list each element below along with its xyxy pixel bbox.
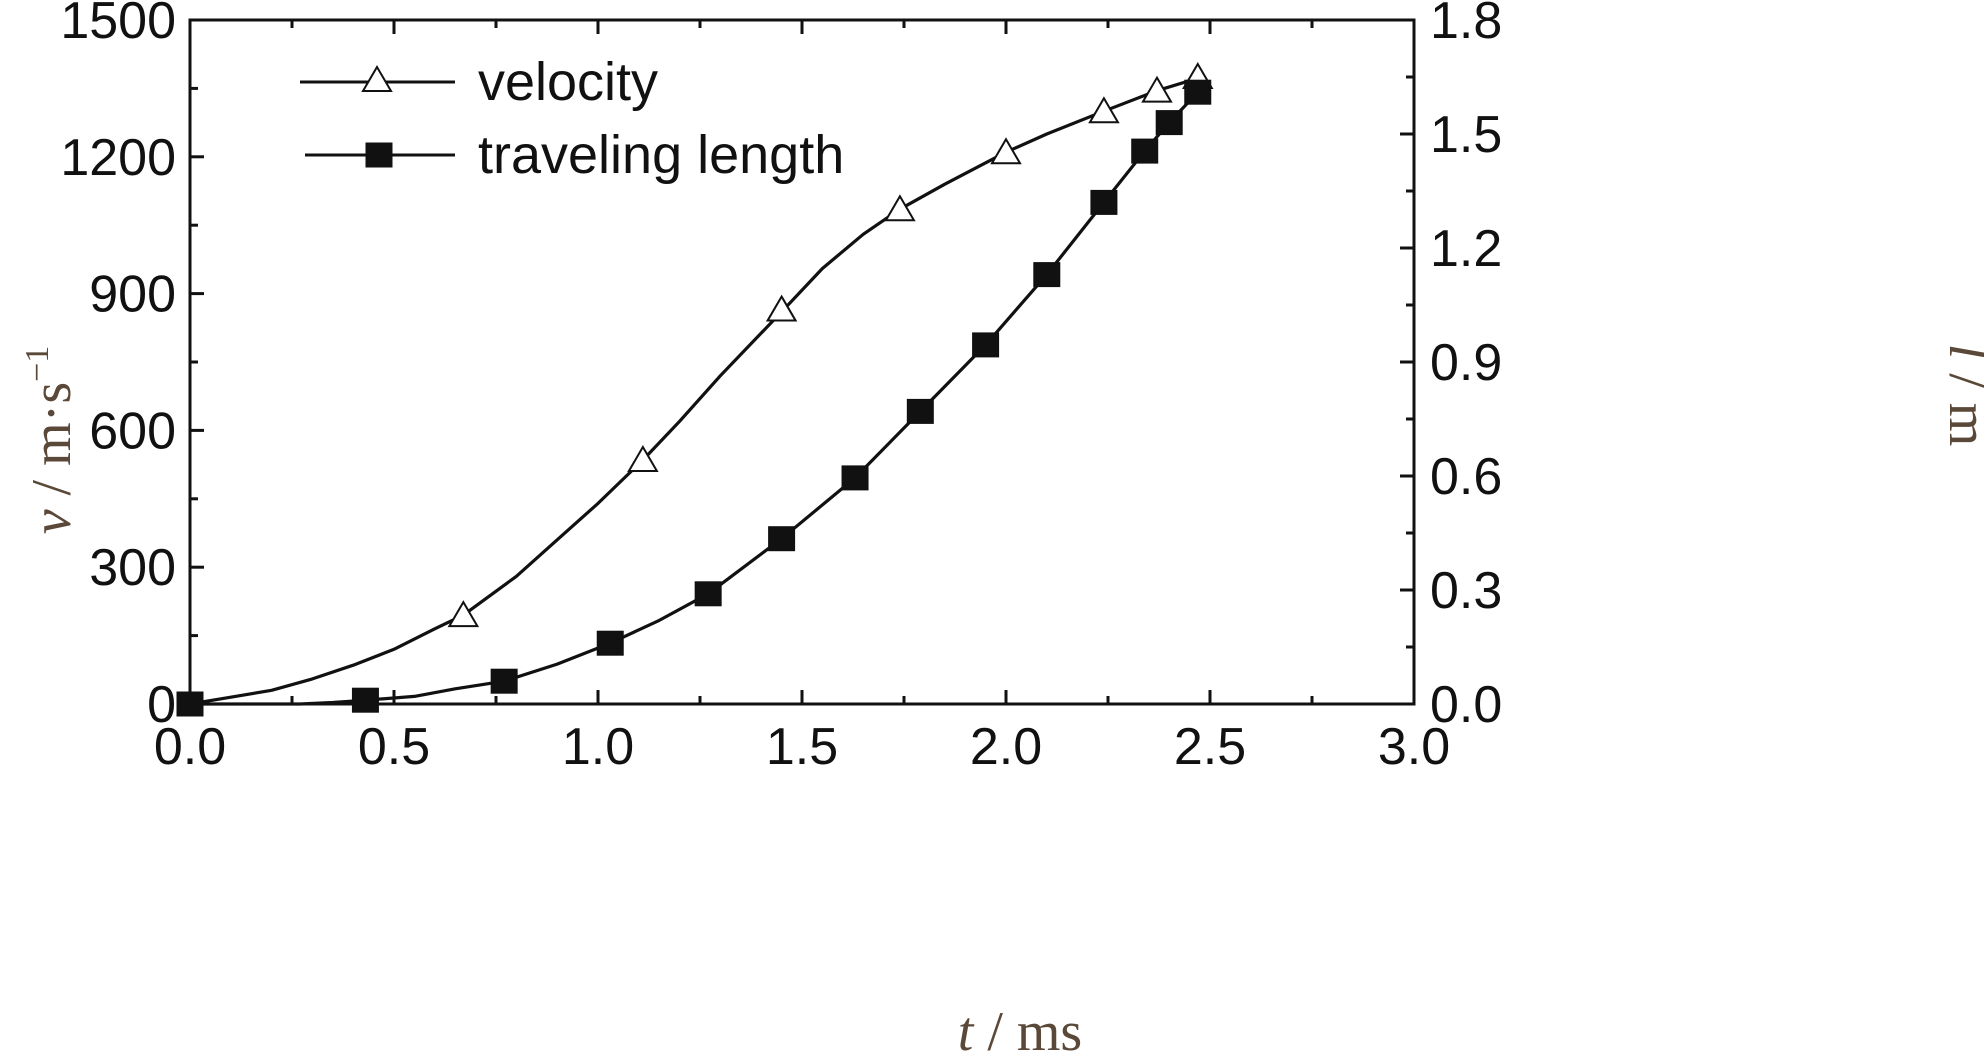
- legend-item-traveling-length: traveling length: [305, 125, 844, 185]
- y-left-tick-label: 900: [89, 266, 176, 324]
- y-left-tick-label: 1500: [60, 0, 176, 50]
- velocity-point: [884, 194, 916, 222]
- traveling-length-point: [841, 465, 869, 491]
- y-right-tick-label: 0.3: [1430, 562, 1502, 620]
- x-axis-title: t / ms: [958, 1001, 1082, 1063]
- legend: velocity traveling length: [300, 52, 844, 185]
- x-tick-label: 2.0: [970, 718, 1042, 776]
- traveling-length-point: [1033, 262, 1061, 288]
- velocity-point: [990, 137, 1022, 165]
- y-right-tick-label: 0.9: [1430, 334, 1502, 392]
- legend-label-velocity: velocity: [478, 52, 658, 112]
- x-tick-label: 0.0: [154, 718, 226, 776]
- velocity-point: [765, 294, 798, 322]
- x-tick-label: 1.5: [766, 718, 838, 776]
- x-tick-label: 0.5: [358, 718, 430, 776]
- y-left-tick-label: 300: [89, 539, 176, 597]
- traveling-length-point: [490, 668, 518, 694]
- traveling-length-point: [1155, 110, 1183, 136]
- y-right-tick-label: 1.5: [1430, 106, 1502, 164]
- traveling-length-point: [1184, 79, 1212, 105]
- y-left-axis-title: v / m·s−1: [19, 346, 83, 535]
- x-tick-label: 3.0: [1378, 718, 1450, 776]
- traveling-length-point: [596, 630, 624, 656]
- y-right-tick-label: 1.2: [1430, 220, 1502, 278]
- x-tick-label: 2.5: [1174, 718, 1246, 776]
- velocity-point: [627, 445, 659, 473]
- legend-square-icon: [365, 142, 393, 168]
- traveling-length-point: [972, 332, 1000, 358]
- plot-area: [188, 18, 1416, 706]
- x-tick-label: 1.0: [562, 718, 634, 776]
- y-right-tick-label: 1.8: [1430, 0, 1502, 50]
- markers: [176, 62, 1214, 717]
- y-right-axis-title: l / m: [1937, 344, 1984, 447]
- velocity-point: [447, 600, 480, 628]
- legend-label-traveling-length: traveling length: [478, 125, 844, 185]
- traveling-length-point: [906, 398, 934, 424]
- traveling-length-point: [1131, 138, 1159, 164]
- traveling-length-point: [1090, 189, 1118, 215]
- legend-item-velocity: velocity: [300, 52, 658, 112]
- y-left-tick-label: 1200: [60, 129, 176, 187]
- y-right-tick-label: 0.6: [1430, 448, 1502, 506]
- axes: 0.0 0.5 1.0 1.5 2.0 2.5 3.0 0 300 600 900 1200 1500 0…: [60, 0, 1502, 776]
- traveling-length-point: [351, 687, 379, 713]
- y-left-tick-label: 600: [89, 402, 176, 460]
- y-left-tick-label: 0: [147, 676, 176, 734]
- traveling-length-point: [694, 581, 722, 607]
- velocity-point: [1088, 96, 1120, 124]
- velocity-point: [1141, 75, 1173, 103]
- traveling-length-point: [768, 526, 796, 552]
- legend-triangle-icon: [361, 65, 393, 92]
- plot-frame: [188, 18, 1416, 706]
- y-right-tick-label: 0.0: [1430, 676, 1502, 734]
